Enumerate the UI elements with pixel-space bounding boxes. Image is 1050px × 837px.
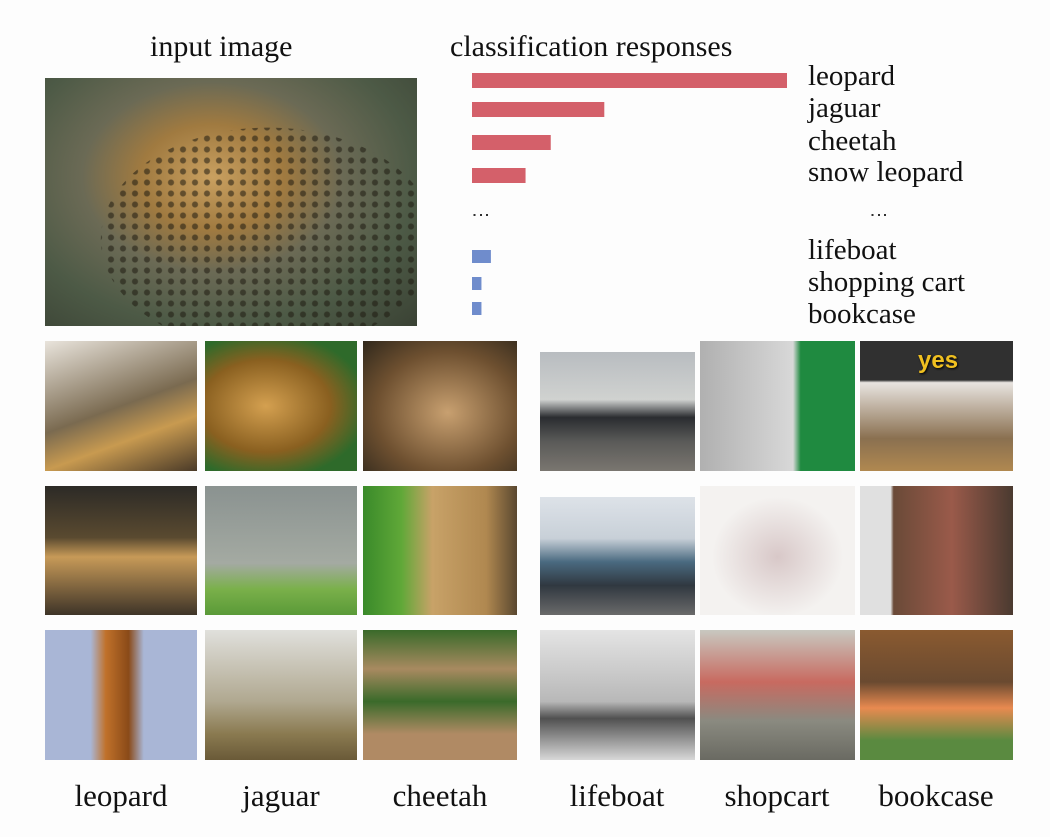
example-bookcase-1: yes xyxy=(860,341,1013,471)
bar-lifeboat xyxy=(472,250,491,263)
caption-cheetah: cheetah xyxy=(392,778,488,813)
caption-lifeboat: lifeboat xyxy=(569,778,665,813)
input-image-leopard xyxy=(45,78,417,326)
example-shopcart-1 xyxy=(700,341,855,471)
example-bookcase-2 xyxy=(860,486,1013,615)
bar-label-shopping-cart: shopping cart xyxy=(808,266,966,298)
example-lifeboat-1 xyxy=(540,352,695,471)
example-cheetah-1 xyxy=(363,341,517,471)
bar-label-jaguar: jaguar xyxy=(808,92,881,124)
bar-cheetah xyxy=(472,135,551,150)
bar-leopard xyxy=(472,73,787,88)
bar-chart xyxy=(472,73,787,315)
example-lifeboat-3 xyxy=(540,630,695,760)
example-cheetah-3 xyxy=(363,630,517,760)
example-jaguar-1 xyxy=(205,341,357,471)
caption-jaguar: jaguar xyxy=(242,778,320,813)
input-image-heading: input image xyxy=(150,30,293,63)
bar-snow-leopard xyxy=(472,168,526,183)
bar-label-cheetah: cheetah xyxy=(808,125,897,157)
ellipsis-labels: ⋮ xyxy=(869,206,889,224)
example-shopcart-3 xyxy=(700,630,855,760)
caption-bookcase: bookcase xyxy=(878,778,994,813)
example-leopard-3 xyxy=(45,630,197,760)
example-bookcase-3 xyxy=(860,630,1013,760)
ellipsis-bars: ⋮ xyxy=(471,206,491,224)
example-shopcart-2 xyxy=(700,486,855,615)
bar-label-bookcase: bookcase xyxy=(808,298,916,330)
example-cheetah-2 xyxy=(363,486,517,615)
bar-label-lifeboat: lifeboat xyxy=(808,234,897,266)
bar-jaguar xyxy=(472,102,605,117)
bar-bookcase xyxy=(472,302,482,315)
example-jaguar-3 xyxy=(205,630,357,760)
yes-overlay-text: yes xyxy=(918,347,959,374)
classification-heading: classification responses xyxy=(450,30,733,63)
bar-label-snow-leopard: snow leopard xyxy=(808,156,964,188)
caption-shopcart: shopcart xyxy=(724,778,830,813)
example-leopard-1 xyxy=(45,341,197,471)
example-jaguar-2 xyxy=(205,486,357,615)
example-lifeboat-2 xyxy=(540,497,695,615)
bar-shopping-cart xyxy=(472,277,482,290)
bar-label-leopard: leopard xyxy=(808,60,895,92)
example-leopard-2 xyxy=(45,486,197,615)
caption-leopard: leopard xyxy=(74,778,168,813)
